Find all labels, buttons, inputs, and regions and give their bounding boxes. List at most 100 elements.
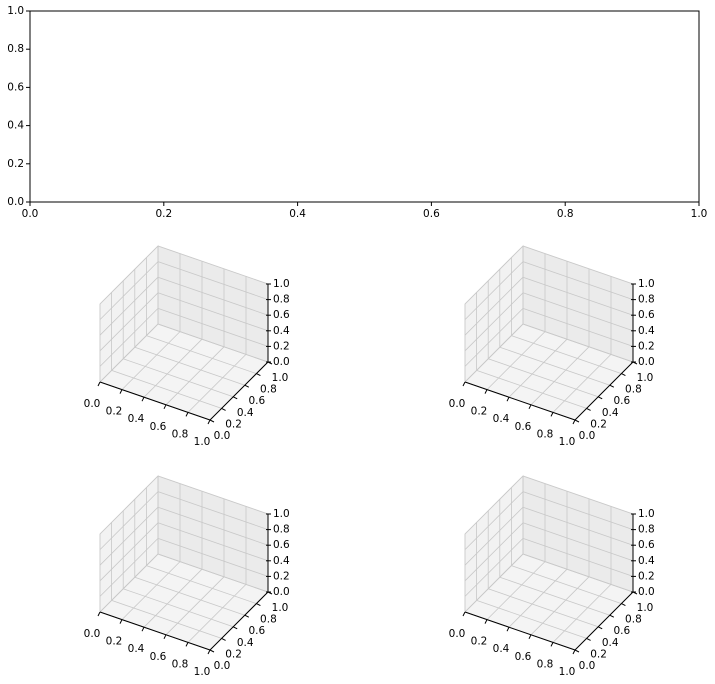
grid-line bbox=[499, 346, 610, 386]
grid-line bbox=[187, 354, 247, 413]
y-tick-label: 0.4 bbox=[602, 407, 619, 419]
x-tick-label: 0.0 bbox=[449, 398, 466, 410]
grid-line bbox=[488, 358, 599, 398]
grid-line bbox=[134, 346, 245, 386]
x-tick-label: 0.4 bbox=[493, 643, 510, 655]
y-tick-label: 0.0 bbox=[214, 430, 231, 442]
z-tick-label: 0.8 bbox=[638, 294, 655, 306]
grid-line bbox=[508, 338, 568, 398]
y-tick bbox=[244, 384, 250, 388]
grid-line bbox=[464, 553, 524, 613]
x-tick-label: 0.6 bbox=[423, 208, 440, 220]
x-tick bbox=[484, 389, 488, 394]
y-tick-label: 0.4 bbox=[237, 407, 254, 419]
y-tick-label: 1.0 bbox=[637, 602, 654, 614]
x-tick-label: 0.8 bbox=[537, 428, 554, 440]
x-axis-line bbox=[464, 611, 576, 651]
y-tick-label: 0.2 bbox=[590, 418, 607, 430]
y-tick-label: 0.2 bbox=[225, 648, 242, 660]
y-tick-label: 0.6 bbox=[613, 395, 630, 407]
grid-line bbox=[99, 292, 159, 352]
y-tick bbox=[209, 419, 215, 423]
grid-line bbox=[464, 538, 524, 597]
z-tick-label: 0.4 bbox=[273, 555, 290, 567]
y-tick-label: 0.8 bbox=[625, 614, 642, 626]
grid-line bbox=[530, 346, 590, 406]
x-tick bbox=[119, 389, 123, 394]
grid-line bbox=[157, 308, 269, 347]
grid-line bbox=[187, 584, 247, 643]
x-tick bbox=[572, 419, 576, 425]
x-tick bbox=[207, 419, 211, 425]
grid-line bbox=[157, 475, 269, 515]
grid-line bbox=[552, 354, 612, 413]
y-tick bbox=[609, 614, 615, 618]
y-tick bbox=[621, 603, 626, 607]
y-tick-label: 0.6 bbox=[613, 625, 630, 637]
x-tick bbox=[97, 381, 101, 387]
z-tick-label: 0.0 bbox=[273, 356, 290, 368]
z-tick-label: 1.0 bbox=[273, 278, 290, 290]
x-tick bbox=[163, 404, 167, 410]
x-tick bbox=[163, 634, 167, 640]
grid-line bbox=[157, 245, 269, 285]
grid-line bbox=[522, 276, 634, 316]
grid-line bbox=[99, 553, 159, 613]
y-tick-label: 0.0 bbox=[579, 430, 596, 442]
x-tick-label: 0.0 bbox=[84, 628, 101, 640]
grid-line bbox=[99, 245, 159, 305]
x-tick bbox=[462, 381, 466, 387]
x-tick bbox=[572, 649, 576, 655]
grid-line bbox=[123, 588, 234, 628]
y-tick-label: 0.8 bbox=[260, 614, 277, 626]
z-tick-label: 0.8 bbox=[638, 524, 655, 536]
z-tick-label: 0.6 bbox=[273, 309, 290, 321]
y-tick-label: 1.0 bbox=[272, 602, 289, 614]
z-tick-label: 0.6 bbox=[273, 539, 290, 551]
grid-line bbox=[522, 308, 634, 347]
x-tick-label: 0.8 bbox=[557, 208, 574, 220]
grid-line bbox=[464, 276, 524, 336]
x-tick-label: 0.8 bbox=[172, 428, 189, 440]
z-tick-label: 0.4 bbox=[638, 325, 655, 337]
y-tick bbox=[256, 603, 261, 607]
y-tick-label: 0.4 bbox=[7, 120, 24, 132]
x-tick bbox=[97, 611, 101, 617]
z-tick-label: 0.2 bbox=[638, 570, 655, 582]
x-tick bbox=[141, 396, 145, 402]
grid-line bbox=[121, 561, 181, 620]
grid-line bbox=[111, 370, 222, 409]
z-tick-label: 0.4 bbox=[273, 325, 290, 337]
z-tick-label: 0.8 bbox=[273, 524, 290, 536]
y-tick bbox=[574, 649, 580, 653]
y-tick-label: 0.8 bbox=[7, 43, 24, 55]
z-tick-label: 0.2 bbox=[273, 570, 290, 582]
grid-line bbox=[157, 538, 269, 577]
x-tick-label: 0.2 bbox=[106, 636, 123, 648]
y-tick-label: 0.0 bbox=[214, 660, 231, 672]
x-tick-label: 0.2 bbox=[155, 208, 172, 220]
x-tick-label: 0.2 bbox=[471, 636, 488, 648]
y-tick bbox=[232, 626, 238, 630]
z-tick-label: 0.2 bbox=[638, 340, 655, 352]
y-tick-label: 0.2 bbox=[225, 418, 242, 430]
grid-line bbox=[464, 245, 524, 305]
grid-line bbox=[486, 561, 546, 620]
y-tick bbox=[244, 614, 250, 618]
y-tick bbox=[621, 373, 626, 377]
y-tick-label: 0.6 bbox=[248, 625, 265, 637]
grid-line bbox=[522, 506, 634, 546]
y-tick bbox=[221, 407, 226, 411]
x-axis-line bbox=[99, 381, 211, 421]
z-tick-label: 0.0 bbox=[638, 586, 655, 598]
grid-line bbox=[157, 553, 269, 593]
x-tick-label: 1.0 bbox=[691, 208, 708, 220]
grid-line bbox=[464, 475, 524, 535]
x-tick-label: 1.0 bbox=[194, 666, 211, 678]
y-tick bbox=[586, 637, 591, 641]
x-tick-label: 0.8 bbox=[537, 658, 554, 670]
z-tick-label: 0.0 bbox=[273, 586, 290, 598]
grid-line bbox=[99, 308, 159, 367]
grid-line bbox=[530, 576, 590, 636]
grid-line bbox=[522, 261, 634, 300]
